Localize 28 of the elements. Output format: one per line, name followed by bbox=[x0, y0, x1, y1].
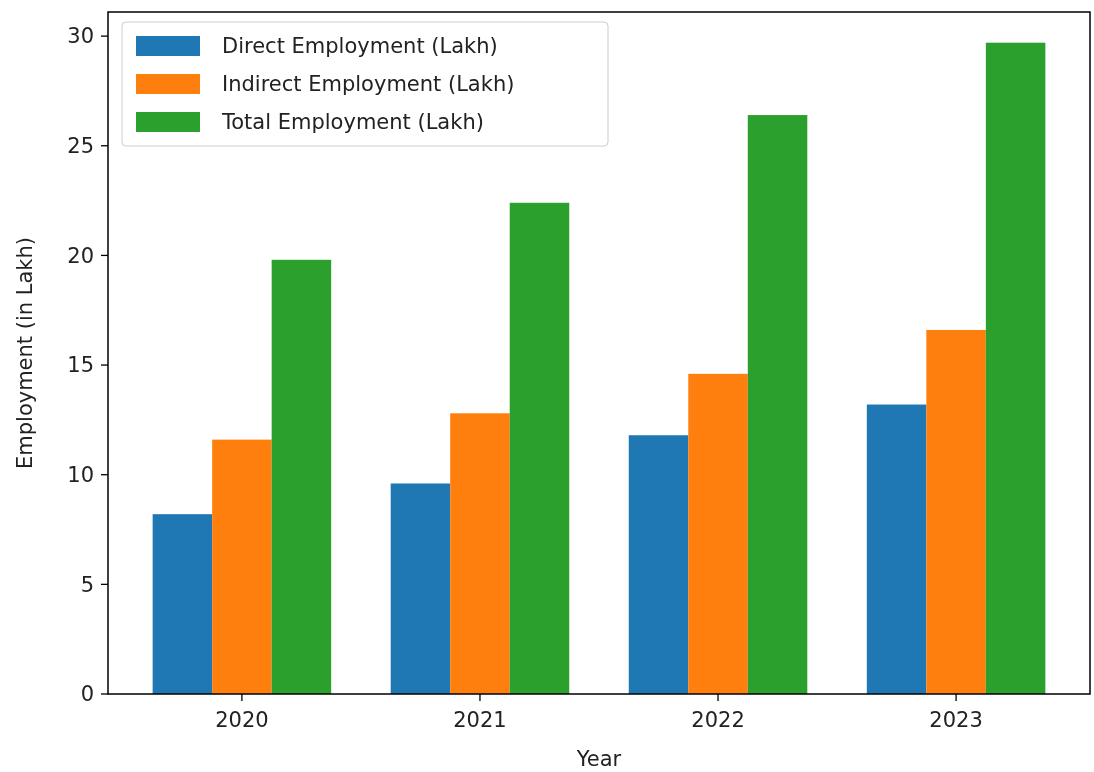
bar bbox=[390, 483, 451, 694]
y-tick-label: 10 bbox=[67, 463, 94, 488]
bar bbox=[271, 259, 332, 694]
x-tick-label: 2022 bbox=[691, 708, 745, 732]
x-tick-label: 2020 bbox=[215, 708, 269, 732]
y-tick-label: 20 bbox=[67, 243, 94, 268]
bar bbox=[212, 439, 272, 694]
x-tick-label: 2021 bbox=[453, 708, 507, 732]
legend-label: Direct Employment (Lakh) bbox=[222, 34, 498, 59]
bar bbox=[926, 329, 986, 694]
y-tick-label: 15 bbox=[67, 353, 94, 378]
legend-label: Indirect Employment (Lakh) bbox=[222, 72, 515, 97]
y-tick-label: 5 bbox=[80, 572, 94, 597]
bar bbox=[628, 435, 689, 694]
bar bbox=[152, 514, 213, 694]
bar bbox=[747, 115, 808, 694]
bar bbox=[866, 404, 927, 694]
y-tick-label: 0 bbox=[80, 682, 94, 707]
y-tick-label: 25 bbox=[67, 134, 94, 159]
y-tick-label: 30 bbox=[67, 24, 94, 49]
bar bbox=[985, 42, 1046, 694]
x-axis-title: Year bbox=[575, 747, 622, 771]
bar bbox=[509, 202, 570, 694]
legend-label: Total Employment (Lakh) bbox=[221, 110, 484, 135]
bar bbox=[450, 413, 510, 694]
y-axis-title: Employment (in Lakh) bbox=[13, 236, 37, 470]
bar bbox=[688, 373, 748, 694]
x-tick-label: 2023 bbox=[929, 708, 983, 732]
